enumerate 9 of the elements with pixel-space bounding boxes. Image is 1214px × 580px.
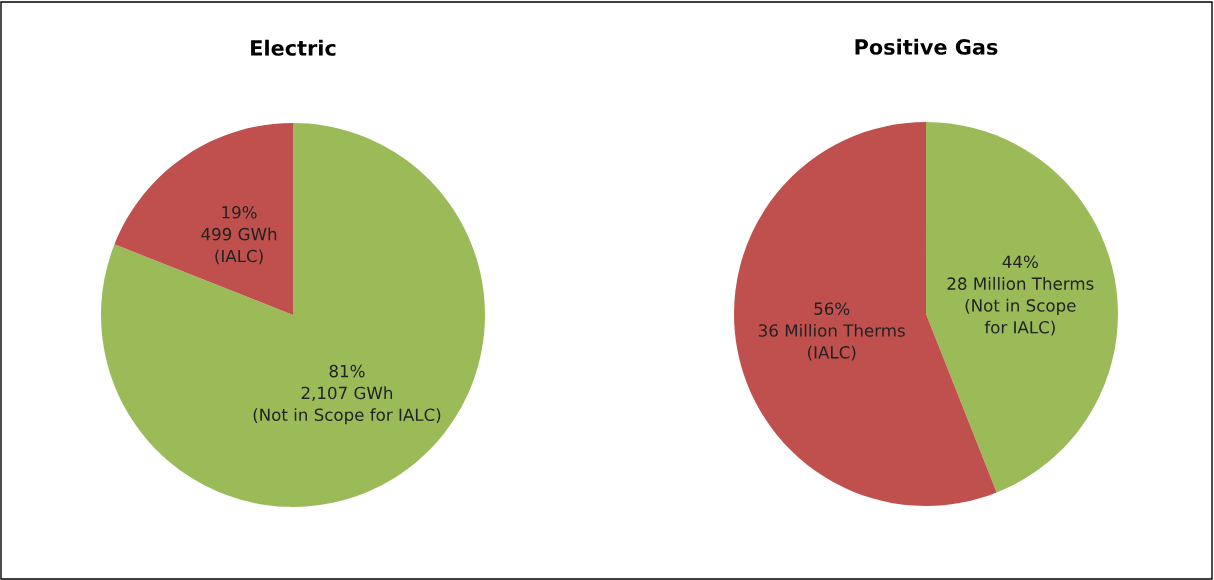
data-label: 44% 28 Million Therms (Not in Scope for IALC) — [947, 255, 1094, 336]
chart-title: Positive Gas — [855, 38, 998, 55]
data-label: 56% 36 Million Therms (IALC) — [759, 302, 905, 361]
pie-slice — [926, 122, 1118, 493]
data-label: 81% 2,107 GWh (Not in Scope for IALC) — [253, 364, 441, 425]
pie-slice — [101, 123, 485, 507]
data-label: 19% 499 GWh (IALC) — [201, 206, 277, 265]
chart-title: Electric — [251, 39, 336, 56]
pie-slice — [114, 123, 293, 315]
